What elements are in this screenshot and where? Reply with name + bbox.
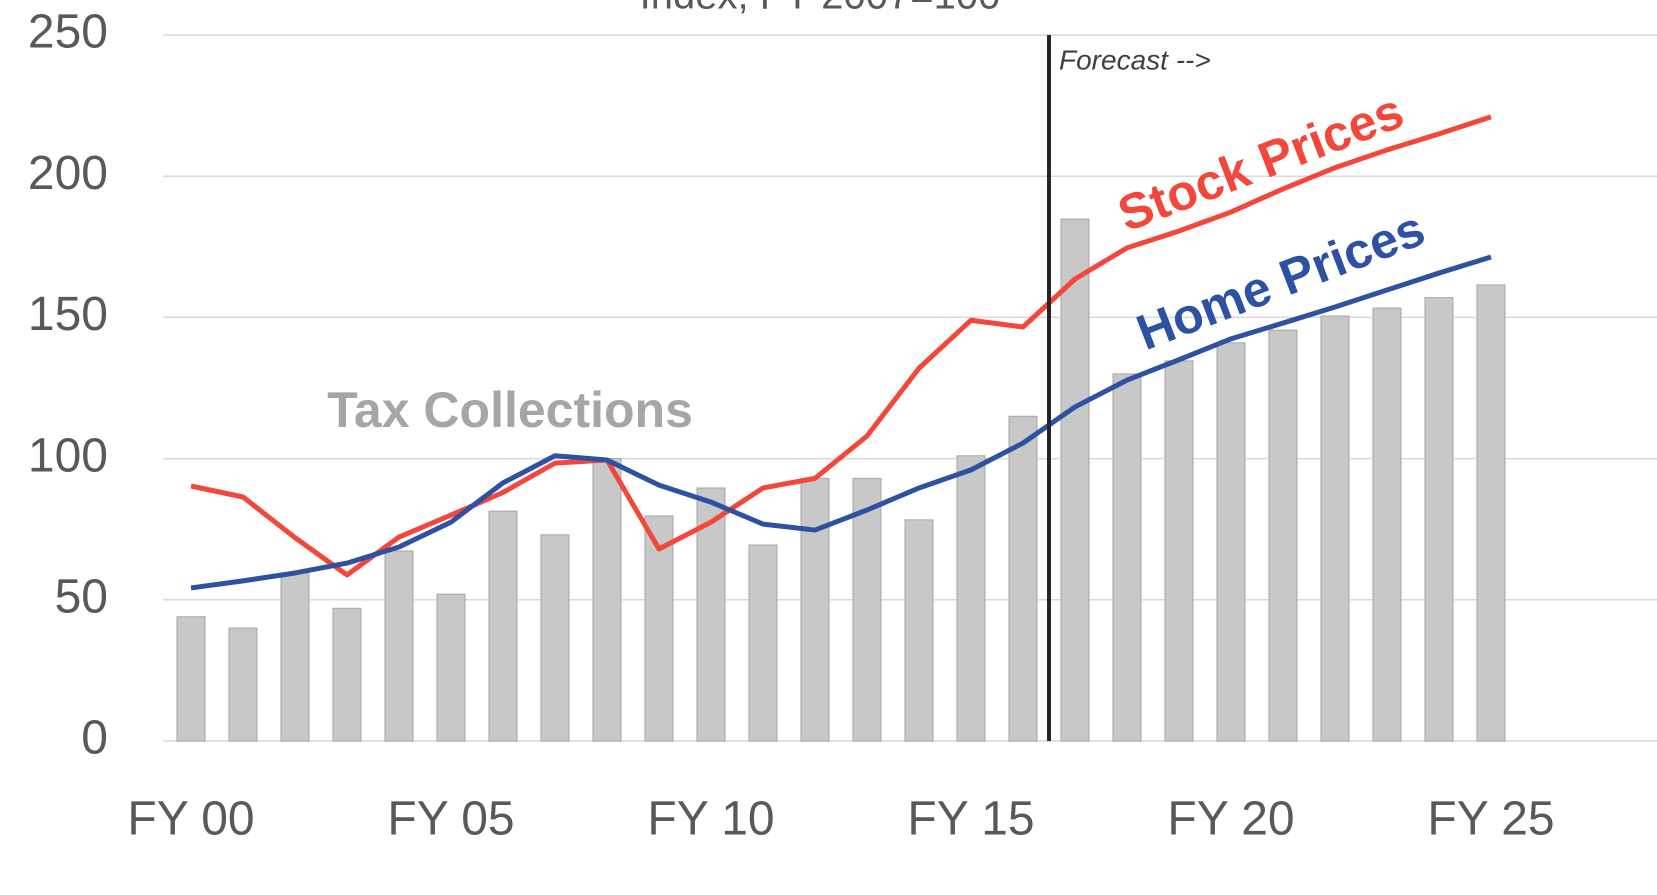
bar — [956, 455, 986, 742]
bar — [748, 544, 778, 742]
x-tick-label: FY 10 — [647, 793, 774, 846]
bar — [1320, 315, 1350, 742]
y-tick-label: 250 — [28, 6, 108, 59]
y-tick-label: 50 — [55, 570, 108, 623]
bar — [384, 550, 414, 742]
y-tick-label: 200 — [28, 147, 108, 200]
series-label: Tax Collections — [327, 382, 693, 438]
bar — [1164, 360, 1194, 742]
bar — [852, 477, 882, 742]
x-tick-label: FY 00 — [127, 793, 254, 846]
bar — [696, 487, 726, 742]
bar — [1008, 415, 1038, 742]
line — [190, 254, 1492, 591]
bar — [1476, 284, 1506, 742]
bar — [280, 572, 310, 742]
bar — [228, 627, 258, 742]
bar — [1112, 373, 1142, 742]
x-tick-label: FY 05 — [387, 793, 514, 846]
bar — [1372, 307, 1402, 742]
bar — [540, 534, 570, 742]
line — [190, 114, 1492, 578]
bar — [644, 515, 674, 742]
x-tick-label: FY 25 — [1427, 793, 1554, 846]
bar — [436, 593, 466, 742]
x-tick-label: FY 20 — [1167, 793, 1294, 846]
x-tick-label: FY 15 — [907, 793, 1034, 846]
bar — [488, 510, 518, 742]
bar — [332, 607, 362, 742]
bar — [800, 477, 830, 742]
bar — [176, 616, 206, 742]
y-tick-label: 150 — [28, 288, 108, 341]
y-tick-label: 0 — [81, 712, 108, 765]
bar — [904, 519, 934, 742]
y-tick-label: 100 — [28, 429, 108, 482]
bar — [1268, 329, 1298, 742]
bar — [1060, 218, 1090, 742]
bar — [592, 458, 622, 742]
bar — [1424, 297, 1454, 742]
forecast-label: Forecast --> — [1059, 44, 1211, 75]
chart-subtitle: Index, FY 2007=100 — [640, 0, 1001, 18]
bar — [1216, 342, 1246, 742]
